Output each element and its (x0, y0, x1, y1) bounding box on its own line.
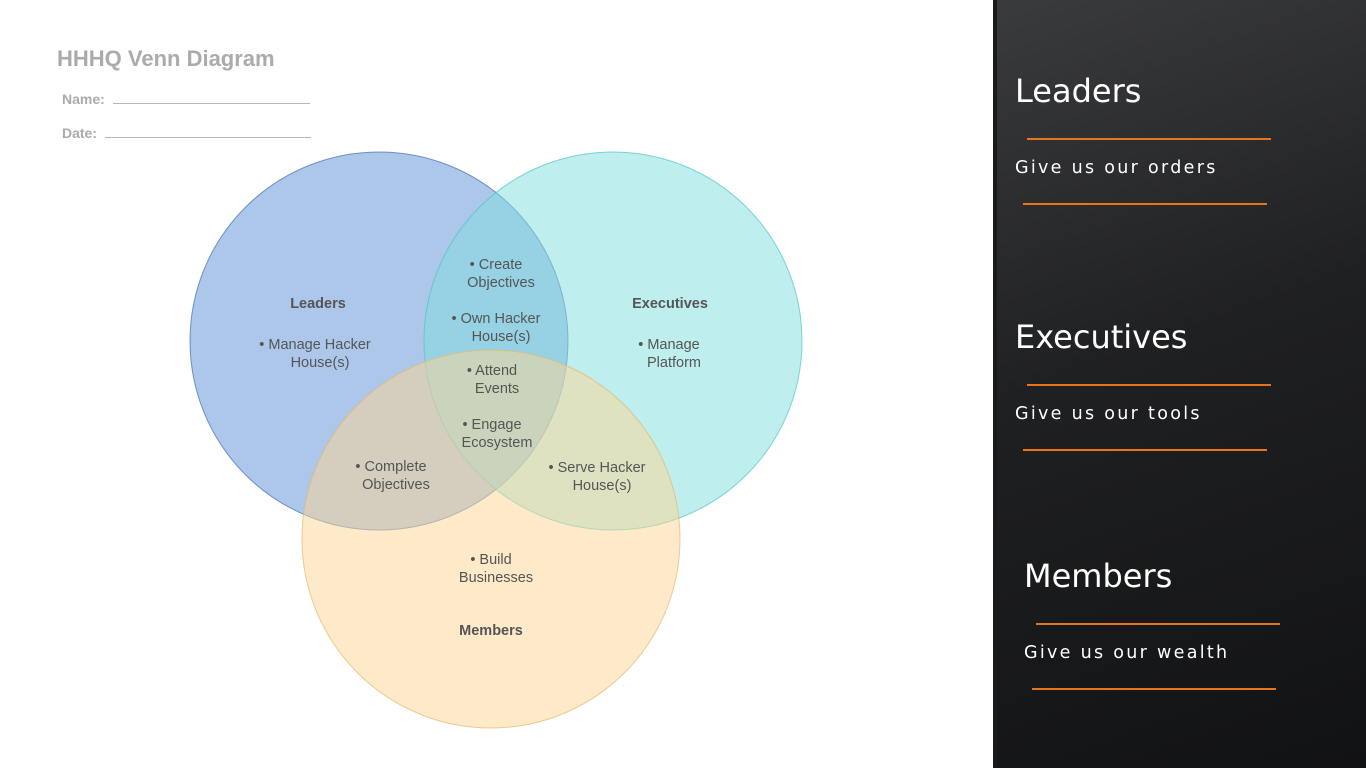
accent-rule (1027, 138, 1271, 140)
leaders-executives-item-line: • Own Hacker (452, 311, 541, 327)
group-subtitle: Give us our wealth (1024, 643, 1230, 663)
date-field: Date: (62, 125, 312, 141)
accent-rule (1032, 688, 1276, 690)
name-label: Name: (62, 91, 105, 107)
executives-item-line: Platform (647, 355, 701, 371)
group-title: Executives (1015, 318, 1188, 356)
leaders-item-line: House(s) (291, 355, 350, 371)
venn-diagram: Leaders Executives Members • Manage Hack… (189, 151, 803, 729)
group-title: Members (1024, 557, 1173, 595)
leaders-members-item-line: • Complete (355, 459, 426, 475)
leaders-members-item-line: Objectives (362, 477, 430, 493)
members-label: Members (459, 623, 523, 639)
roles-panel: Leaders Give us our orders Executives Gi… (993, 0, 1366, 768)
all-three-item-line: • Engage (462, 417, 521, 433)
leaders-executives-item-line: Objectives (467, 275, 535, 291)
accent-rule (1027, 384, 1271, 386)
group-title: Leaders (1015, 72, 1142, 110)
executives-members-item-line: • Serve Hacker (549, 460, 646, 476)
accent-rule (1023, 449, 1267, 451)
group-subtitle: Give us our tools (1015, 404, 1202, 424)
all-three-item-line: • Attend (467, 363, 517, 379)
executives-item-line: • Manage (638, 337, 700, 353)
group-subtitle: Give us our orders (1015, 158, 1218, 178)
diagram-canvas: HHHQ Venn Diagram Name: Date: Leaders Ex… (57, 46, 803, 729)
members-item-line: Businesses (459, 570, 533, 586)
diagram-title: HHHQ Venn Diagram (57, 46, 275, 71)
executives-members-item-line: House(s) (573, 478, 632, 494)
leaders-executives-item-line: House(s) (472, 329, 531, 345)
leaders-item-line: • Manage Hacker (259, 337, 371, 353)
all-three-item-line: Ecosystem (462, 435, 533, 451)
members-item-line: • Build (470, 552, 511, 568)
members-circle (301, 349, 681, 729)
name-line (112, 103, 310, 104)
name-field: Name: (62, 91, 310, 107)
all-three-item-line: Events (475, 381, 519, 397)
leaders-executives-item-line: • Create (470, 257, 523, 273)
accent-rule (1023, 203, 1267, 205)
date-line (105, 137, 312, 138)
executives-label: Executives (632, 296, 708, 312)
accent-rule (1036, 623, 1280, 625)
date-label: Date: (62, 125, 98, 141)
leaders-label: Leaders (290, 296, 346, 312)
